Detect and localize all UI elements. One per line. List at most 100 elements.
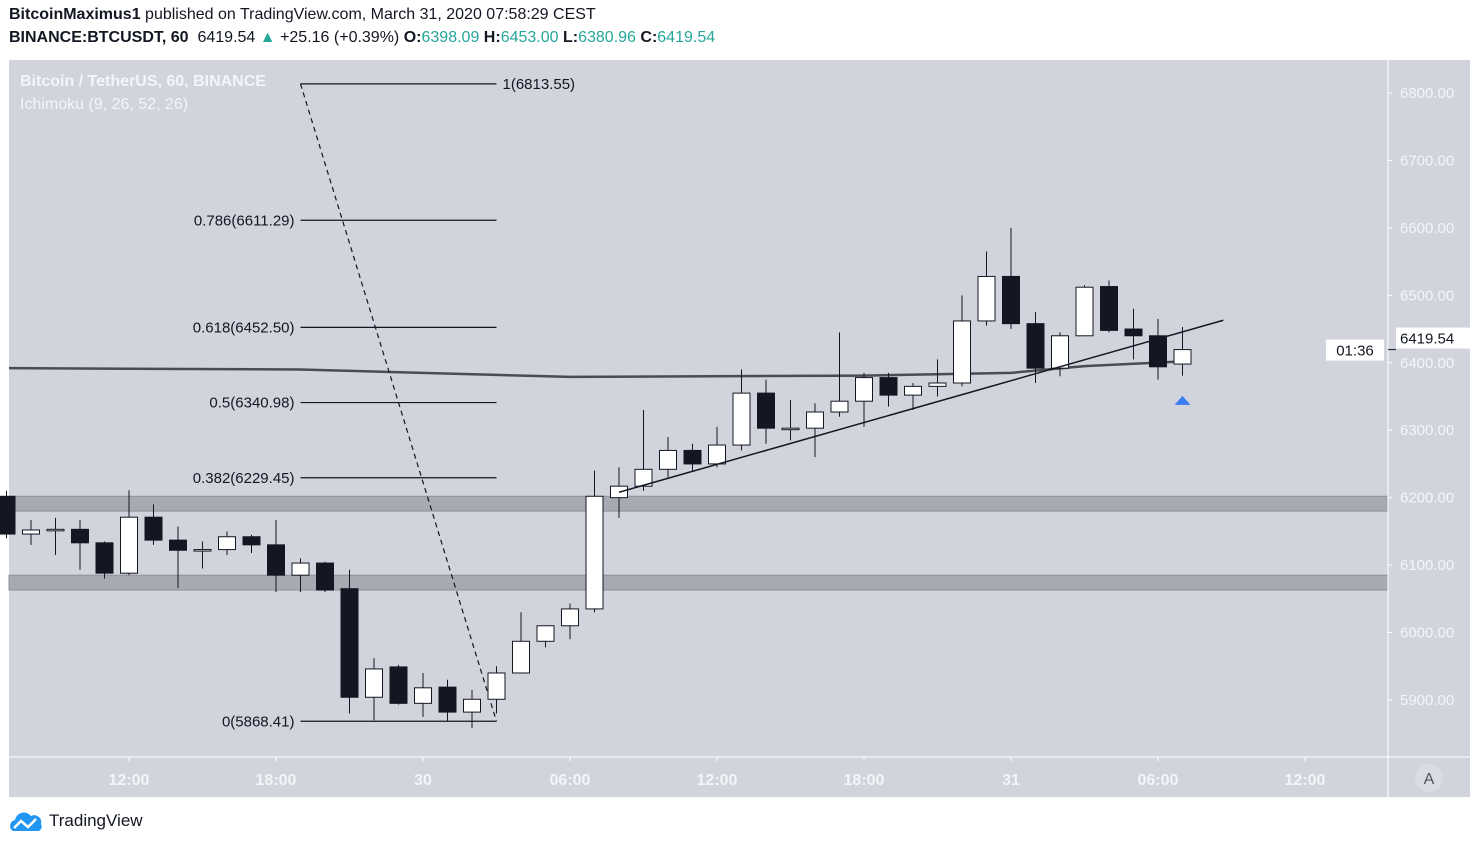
candle-down [389, 666, 408, 704]
fib-level-label: 0.618(6452.50) [193, 319, 295, 336]
candle-up [830, 400, 849, 413]
tradingview-brand: TradingView [49, 811, 143, 830]
candle-up [977, 275, 996, 322]
symbol-info: BINANCE:BTCUSDT, 60 6419.54 ▲ +25.16 (+0… [9, 29, 715, 47]
candle-up [512, 640, 530, 674]
candle-up [22, 529, 40, 535]
publish-info: BitcoinMaximus1 published on TradingView… [9, 6, 596, 24]
price-tick-label: 6700.00 [1400, 152, 1454, 169]
tradingview-cloud-icon [10, 812, 42, 831]
low-label: L: [562, 29, 579, 46]
candle-up [1051, 335, 1069, 369]
high-label: H: [483, 29, 501, 46]
price-tick-label: 6400.00 [1400, 355, 1454, 372]
author[interactable]: BitcoinMaximus1 [9, 6, 141, 23]
candle-up [1075, 286, 1094, 337]
close-value: 6419.54 [657, 29, 716, 46]
time-tick-label: 12:00 [109, 772, 150, 789]
candle-down [1100, 286, 1118, 331]
open-label: O: [403, 29, 422, 46]
fib-level-label: 0.5(6340.98) [209, 395, 294, 412]
candle-down [757, 392, 775, 429]
time-tick-label: 06:00 [1138, 772, 1179, 789]
candle-up [659, 449, 677, 470]
candle-down [1002, 275, 1020, 325]
fib-level-label: 0.382(6229.45) [193, 470, 295, 487]
change: +25.16 (+0.39%) [280, 29, 400, 46]
candle-down [340, 588, 359, 698]
candle-down [316, 562, 334, 591]
support-zone [8, 574, 1389, 591]
candle-up [585, 495, 604, 610]
candle-down [169, 539, 187, 551]
low-value: 6380.96 [578, 29, 636, 46]
chart-legend-title: Bitcoin / TetherUS, 60, BINANCE [20, 73, 266, 90]
candle-up [855, 377, 873, 402]
countdown-badge [1326, 339, 1384, 361]
high-value: 6453.00 [500, 29, 559, 46]
candle-down [1124, 328, 1143, 337]
candle-down [683, 449, 702, 465]
candle-up [1173, 349, 1192, 365]
candle-down [879, 377, 898, 396]
time-tick-label: 18:00 [256, 772, 297, 789]
indicator-line [8, 360, 1183, 379]
price-tick-label: 6200.00 [1400, 490, 1454, 507]
time-tick-label: 30 [414, 772, 432, 789]
price-tick-label: 5900.00 [1400, 692, 1454, 709]
symbol: BINANCE:BTCUSDT, 60 [9, 29, 189, 46]
candle-up [414, 687, 432, 704]
trendline [618, 319, 1224, 493]
last-price-badge [1396, 327, 1470, 349]
time-tick-label: 31 [1002, 772, 1020, 789]
up-arrow-icon: ▲ [259, 29, 276, 46]
price-tick-label: 6300.00 [1400, 422, 1454, 439]
candle-down [1026, 323, 1045, 369]
candle-up [218, 536, 236, 551]
candle-up [193, 549, 212, 552]
candle-up [732, 392, 751, 446]
candle-up [561, 608, 579, 627]
candle-up [708, 444, 726, 465]
time-tick-label: 06:00 [550, 772, 591, 789]
auto-scale-button[interactable] [1415, 764, 1443, 792]
candle-up [291, 562, 310, 576]
price-tick-label: 6800.00 [1400, 85, 1454, 102]
candle-down [1149, 335, 1167, 368]
candle-down [438, 686, 457, 713]
price-tick-label: 6500.00 [1400, 287, 1454, 304]
time-tick-label: 12:00 [1285, 772, 1326, 789]
candle-down [144, 516, 163, 541]
last-price: 6419.54 [197, 29, 256, 46]
candle-down [242, 536, 261, 546]
time-tick-label: 18:00 [844, 772, 885, 789]
fib-level-label: 0.786(6611.29) [194, 212, 295, 229]
fib-level-label: 1(6813.55) [503, 76, 576, 93]
published-text: published on TradingView.com, March 31, … [145, 6, 596, 23]
close-label: C: [640, 29, 658, 46]
candle-down [0, 495, 16, 535]
tradingview-logo[interactable]: TradingView [9, 810, 143, 832]
marker-triangle-icon [1174, 395, 1191, 405]
auto-scale-label[interactable]: A [1424, 771, 1435, 788]
candle-up [46, 528, 65, 532]
price-tick-label: 6600.00 [1400, 220, 1454, 237]
candle-up [953, 320, 971, 384]
candle-down [95, 542, 114, 574]
candle-up [634, 468, 653, 487]
price-tick-label: 6100.00 [1400, 557, 1454, 574]
open-value: 6398.09 [421, 29, 480, 46]
candle-up [904, 385, 922, 396]
candle-up [463, 698, 481, 713]
indicator-legend: Ichimoku (9, 26, 52, 26) [20, 96, 189, 113]
candle-down [71, 528, 89, 544]
candle-up [781, 427, 800, 431]
fib-trend-dashed-line [299, 83, 498, 722]
candle-up [806, 411, 824, 429]
time-tick-label: 12:00 [697, 772, 738, 789]
candle-up [365, 668, 383, 698]
countdown-label: 01:36 [1336, 343, 1374, 360]
candle-up [120, 516, 138, 574]
fib-level-label: 0(5868.41) [222, 713, 295, 730]
